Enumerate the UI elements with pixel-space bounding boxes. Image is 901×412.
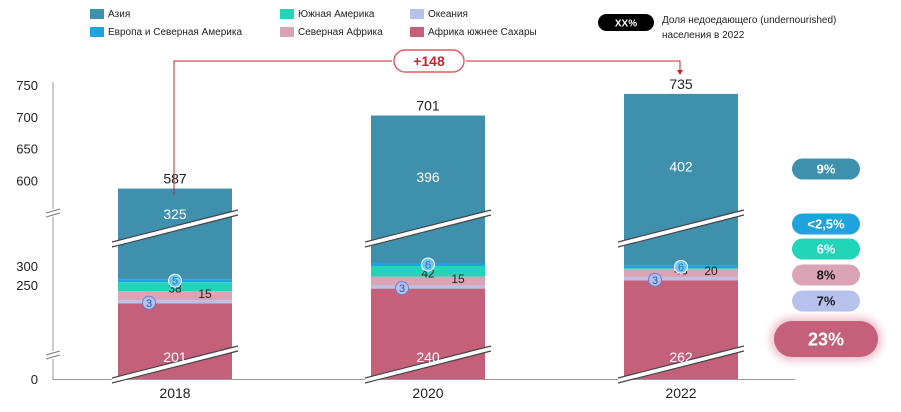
x-tick-label-2018: 2018 [159,385,190,401]
x-tick-label-2022: 2022 [665,385,696,401]
badge-europe-north-america-2022 [674,259,688,274]
share-pill-text-asia: 9% [817,162,836,177]
badge-europe-north-america-2018 [168,273,182,288]
bar-break-lower-2018 [111,345,239,384]
legend-swatch-south-america [280,9,294,19]
bar-value-labels: 2013153853255872403154263967012623204364… [142,76,718,365]
legend-badge-caption-line1: Доля недоедающего (undernourished) [662,15,836,26]
bar-label-sub-saharan-africa-2020: 240 [416,349,440,365]
bar-north-africa-2020 [371,276,485,286]
bar-label-asia-2022: 402 [669,158,693,174]
axes [44,82,795,380]
x-tick-label-2020: 2020 [412,385,443,401]
legend-label-asia: Азия [108,9,130,20]
bar-total-2018: 587 [163,171,187,187]
badge-europe-north-america-2020 [421,257,435,272]
bar-total-2022: 735 [669,76,693,92]
y-tick-label-650: 650 [16,142,38,157]
legend-label-oceania: Океания [428,9,468,20]
legend-swatch-asia [90,9,104,19]
legend: Азия Европа и Северная Америка Южная Аме… [90,9,836,41]
bar-oceania-2022 [624,277,738,281]
bar-label-north-africa-2020: 15 [451,272,465,286]
badge-oceania-2020 [395,281,409,296]
y-tick-label-250: 250 [16,278,38,293]
badge-oceania-2018 [142,295,156,310]
share-pill-text-oceania: 7% [817,294,836,309]
bar-label-sub-saharan-africa-2018: 201 [163,349,187,365]
share-pill-text-sub-saharan-africa: 23% [808,329,844,349]
bar-north-africa-2018 [118,291,232,301]
share-pill-text-south-america: 6% [817,242,836,257]
share-pill-asia [792,158,860,180]
increase-annotation: +148 [173,49,683,195]
bar-label-europe-north-america-2022: 6 [678,262,684,274]
share-2022-pills: 9% <2,5% 6% 8% 7% 23% [770,158,882,361]
bar-break-upper-2020 [364,209,492,248]
bar-label-oceania-2022: 3 [652,275,658,287]
share-pill-text-europe-north-america: <2,5% [807,217,845,232]
bar-label-north-africa-2018: 15 [198,287,212,301]
bar-label-north-africa-2022: 20 [704,264,718,278]
bar-label-oceania-2020: 3 [399,283,405,295]
bar-label-oceania-2018: 3 [146,298,152,310]
bar-break-marks [111,209,745,384]
legend-swatch-europe-north-america [90,27,104,37]
bar-label-europe-north-america-2020: 6 [425,260,431,272]
bar-break-lower-2020 [364,345,492,384]
legend-badge-text: XX% [615,19,637,30]
bar-label-asia-2020: 396 [416,169,440,185]
legend-swatch-sub-saharan-africa [410,27,424,37]
y-tick-label-750: 750 [16,78,38,93]
bar-break-upper-2018 [111,209,239,248]
annotation-bracket-line [173,60,681,195]
badge-oceania-2022 [648,272,662,287]
annotation-text: +148 [413,53,445,69]
y-tick-labels: 750 700 650 600 300 250 0 [16,78,38,387]
share-pill-north-africa [792,264,860,286]
bar-break-lower-2022 [617,345,745,384]
bar-label-sub-saharan-africa-2022: 262 [669,349,693,365]
bar-label-asia-2018: 325 [163,206,187,222]
y-tick-label-700: 700 [16,110,38,125]
y-tick-label-600: 600 [16,173,38,188]
bar-oceania-2020 [371,285,485,289]
bar-asia-2018 [118,188,232,280]
annotation-arrow-head [677,70,683,75]
legend-label-north-africa: Северная Африка [298,26,383,38]
share-pill-sub-saharan-africa [774,321,878,357]
legend-badge-caption-line2: населения в 2022 [662,30,745,41]
bar-oceania-2018 [118,300,232,304]
bar-total-2020: 701 [416,97,440,113]
legend-swatch-north-africa [280,27,294,37]
legend-label-south-america: Южная Америка [298,9,375,20]
y-axis-break-lower [44,350,62,360]
bar-label-europe-north-america-2018: 5 [172,276,178,288]
share-pill-europe-north-america [792,213,860,235]
legend-swatch-oceania [410,9,424,19]
y-tick-label-0: 0 [31,372,38,387]
legend-badge [598,14,654,31]
bar-sub-saharan-africa-2018 [118,303,232,379]
share-pill-oceania [792,290,860,312]
y-tick-label-300: 300 [16,259,38,274]
y-axis-break-upper [44,208,62,218]
x-tick-labels: 2018 2020 2022 [159,385,696,401]
bar-break-upper-2022 [617,209,745,248]
legend-label-europe-north-america: Европа и Северная Америка [108,27,242,38]
annotation-pill [393,49,465,73]
share-pill-text-north-africa: 8% [817,268,836,283]
share-pill-south-america [792,238,860,260]
legend-label-sub-saharan-africa: Африка южнее Сахары [428,26,537,38]
